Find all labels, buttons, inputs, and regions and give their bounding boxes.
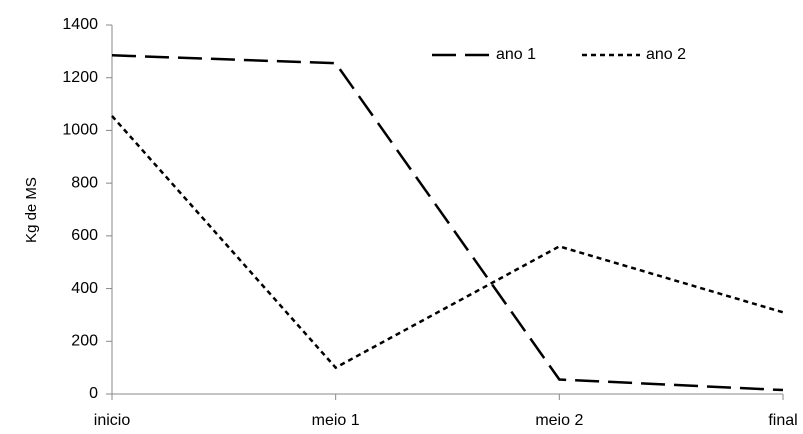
y-tick-label: 600 [71,227,98,244]
y-axis-label: Kg de MS [23,177,40,243]
y-tick-label: 1000 [62,122,98,139]
y-tick-label: 0 [89,385,98,402]
x-tick-label: meio 1 [312,412,360,429]
y-tick-label: 1200 [62,69,98,86]
x-tick-label: inicio [94,412,131,429]
data-line [111,115,784,370]
y-tick-label: 400 [71,280,98,297]
y-tick-label: 800 [71,174,98,191]
data-line [111,54,784,392]
x-tick-label: final [768,412,797,429]
legend-label: ano 2 [646,46,686,63]
x-tick-label: meio 2 [535,412,583,429]
y-tick-label: 200 [71,333,98,350]
legend-label: ano 1 [496,46,536,63]
y-tick-label: 1400 [62,16,98,33]
